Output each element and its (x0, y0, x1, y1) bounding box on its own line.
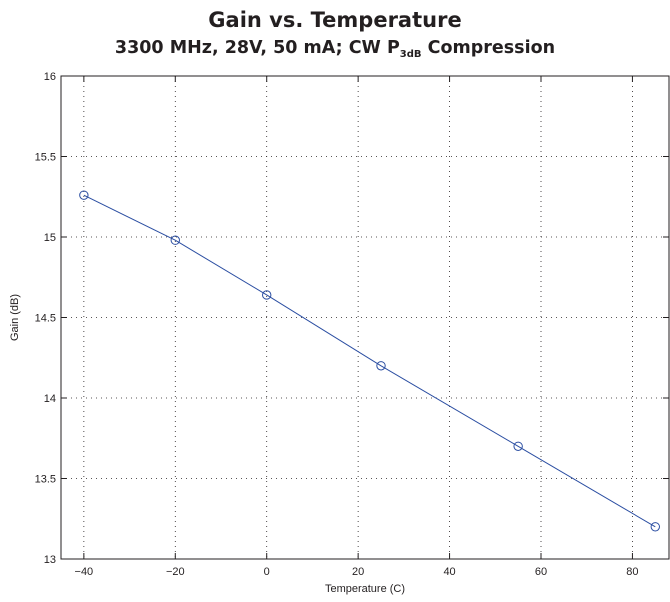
y-tick-label: 15.5 (35, 152, 56, 164)
chart-title: Gain vs. Temperature (208, 8, 462, 32)
plot-frame (60, 75, 670, 560)
x-tick-label: 0 (264, 566, 270, 578)
y-tick-label: 16 (44, 71, 56, 83)
data-point-marker (170, 235, 180, 245)
subtitle-tail: Compression (421, 38, 556, 58)
y-tick-label: 13.5 (35, 474, 56, 486)
x-tick-label: 80 (626, 566, 638, 578)
x-tick-label: 60 (535, 566, 547, 578)
y-tick-label: 15 (44, 232, 56, 244)
data-point-marker (262, 290, 272, 300)
chart-subtitle: 3300 MHz, 28V, 50 mA; CW P3dB Compressio… (0, 38, 670, 60)
y-tick-label: 13 (44, 554, 56, 566)
data-point-marker (513, 441, 523, 451)
x-tick-label: −20 (166, 566, 185, 578)
x-tick-label: 20 (352, 566, 364, 578)
series-line (83, 194, 656, 528)
subtitle-subscript: 3dB (399, 49, 422, 60)
y-tick-label: 14.5 (35, 313, 56, 325)
data-point-marker (79, 190, 89, 200)
data-point-marker (650, 522, 660, 532)
y-axis-label: Gain (dB) (9, 294, 21, 341)
x-tick-label: −40 (75, 566, 94, 578)
x-tick-label: 40 (443, 566, 455, 578)
x-axis-label: Temperature (C) (325, 583, 405, 595)
data-point-marker (376, 361, 386, 371)
subtitle-main: 3300 MHz, 28V, 50 mA; CW P (114, 38, 400, 58)
y-tick-label: 14 (44, 393, 56, 405)
